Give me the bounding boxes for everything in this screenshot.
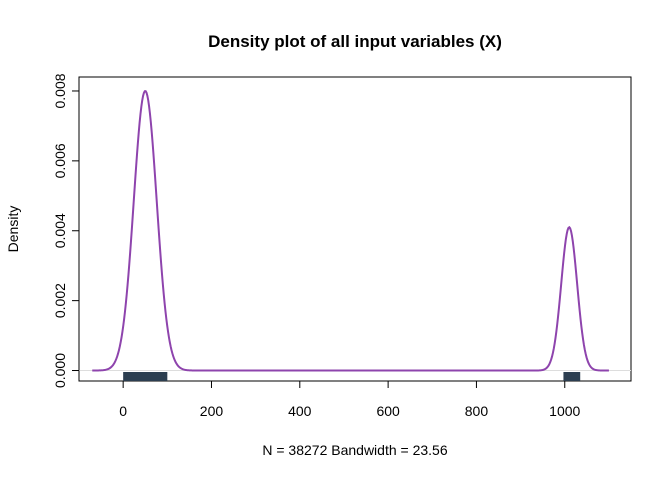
x-tick-label: 600 [376,403,400,419]
rug-marks [123,372,581,381]
y-axis: 0.000 0.002 0.004 0.006 0.008 [52,73,80,388]
plot-frame [78,76,632,382]
x-tick-label: 200 [200,403,224,419]
rug-segment [563,372,581,381]
y-axis-label: Density [5,206,21,253]
y-tick-label: 0.004 [52,213,68,248]
rug-segment [123,372,168,381]
chart-title: Density plot of all input variables (X) [208,32,502,51]
y-tick-label: 0.006 [52,143,68,178]
x-axis-label: N = 38272 Bandwidth = 23.56 [262,442,447,458]
y-tick-label: 0.002 [52,283,68,318]
x-tick-label: 1000 [549,403,580,419]
x-tick-label: 800 [465,403,489,419]
x-axis: 0 200 400 600 800 1000 [119,380,581,419]
density-line [92,90,609,372]
x-tick-label: 0 [119,403,127,419]
y-tick-label: 0.000 [52,353,68,388]
x-tick-label: 400 [288,403,312,419]
y-tick-label: 0.008 [52,73,68,108]
